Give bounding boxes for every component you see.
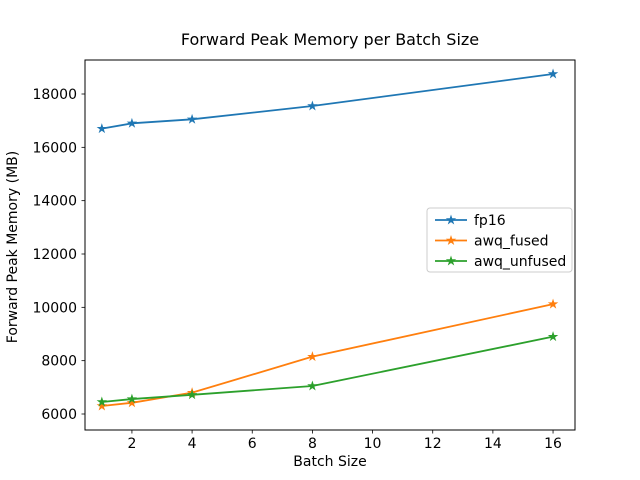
y-tick-label: 16000 bbox=[32, 140, 77, 156]
y-tick-label: 14000 bbox=[32, 194, 77, 210]
legend-label: fp16 bbox=[474, 213, 506, 229]
data-point-marker-awq_unfused bbox=[186, 389, 198, 400]
data-point-marker-awq_unfused bbox=[307, 380, 318, 391]
data-point-marker-fp16 bbox=[96, 123, 108, 134]
x-tick-label: 10 bbox=[364, 436, 382, 452]
data-point-marker-fp16 bbox=[186, 113, 198, 124]
x-tick-label: 2 bbox=[127, 436, 136, 452]
legend-label: awq_unfused bbox=[474, 254, 566, 270]
plot-area bbox=[84, 59, 576, 431]
series-line-awq_unfused bbox=[100, 335, 554, 403]
y-tick-label: 6000 bbox=[41, 407, 77, 423]
data-point-marker-awq_unfused bbox=[126, 393, 138, 404]
data-point-marker-awq_fused bbox=[126, 397, 138, 408]
data-point-marker-fp16 bbox=[547, 68, 559, 79]
series-line-fp16 bbox=[100, 73, 554, 130]
x-axis-label: Batch Size bbox=[293, 454, 366, 470]
chart-title: Forward Peak Memory per Batch Size bbox=[181, 30, 479, 49]
data-point-marker-fp16 bbox=[307, 100, 318, 111]
data-point-marker-awq_unfused bbox=[547, 331, 559, 342]
x-tick-label: 14 bbox=[484, 436, 502, 452]
data-point-marker-awq_fused bbox=[307, 351, 318, 362]
y-tick-label: 18000 bbox=[32, 87, 77, 103]
series-line-awq_fused bbox=[100, 303, 554, 407]
x-tick-label: 16 bbox=[544, 436, 562, 452]
legend bbox=[426, 207, 573, 273]
x-tick-label: 6 bbox=[248, 436, 257, 452]
y-axis-label: Forward Peak Memory (MB) bbox=[5, 151, 21, 343]
x-tick-label: 12 bbox=[424, 436, 442, 452]
legend-label: awq_fused bbox=[474, 234, 549, 250]
legend-swatch-marker bbox=[445, 255, 457, 266]
data-point-marker-awq_unfused bbox=[96, 396, 108, 407]
y-tick-label: 12000 bbox=[32, 247, 77, 263]
x-tick-label: 8 bbox=[308, 436, 317, 452]
data-point-marker-fp16 bbox=[126, 117, 138, 128]
legend-swatch-marker bbox=[445, 235, 457, 245]
data-point-marker-awq_fused bbox=[547, 298, 559, 309]
y-tick-label: 8000 bbox=[41, 354, 77, 370]
data-point-marker-awq_fused bbox=[96, 400, 108, 411]
legend-swatch-marker bbox=[445, 214, 457, 225]
y-tick-label: 10000 bbox=[32, 300, 77, 316]
x-tick-label: 4 bbox=[188, 436, 197, 452]
